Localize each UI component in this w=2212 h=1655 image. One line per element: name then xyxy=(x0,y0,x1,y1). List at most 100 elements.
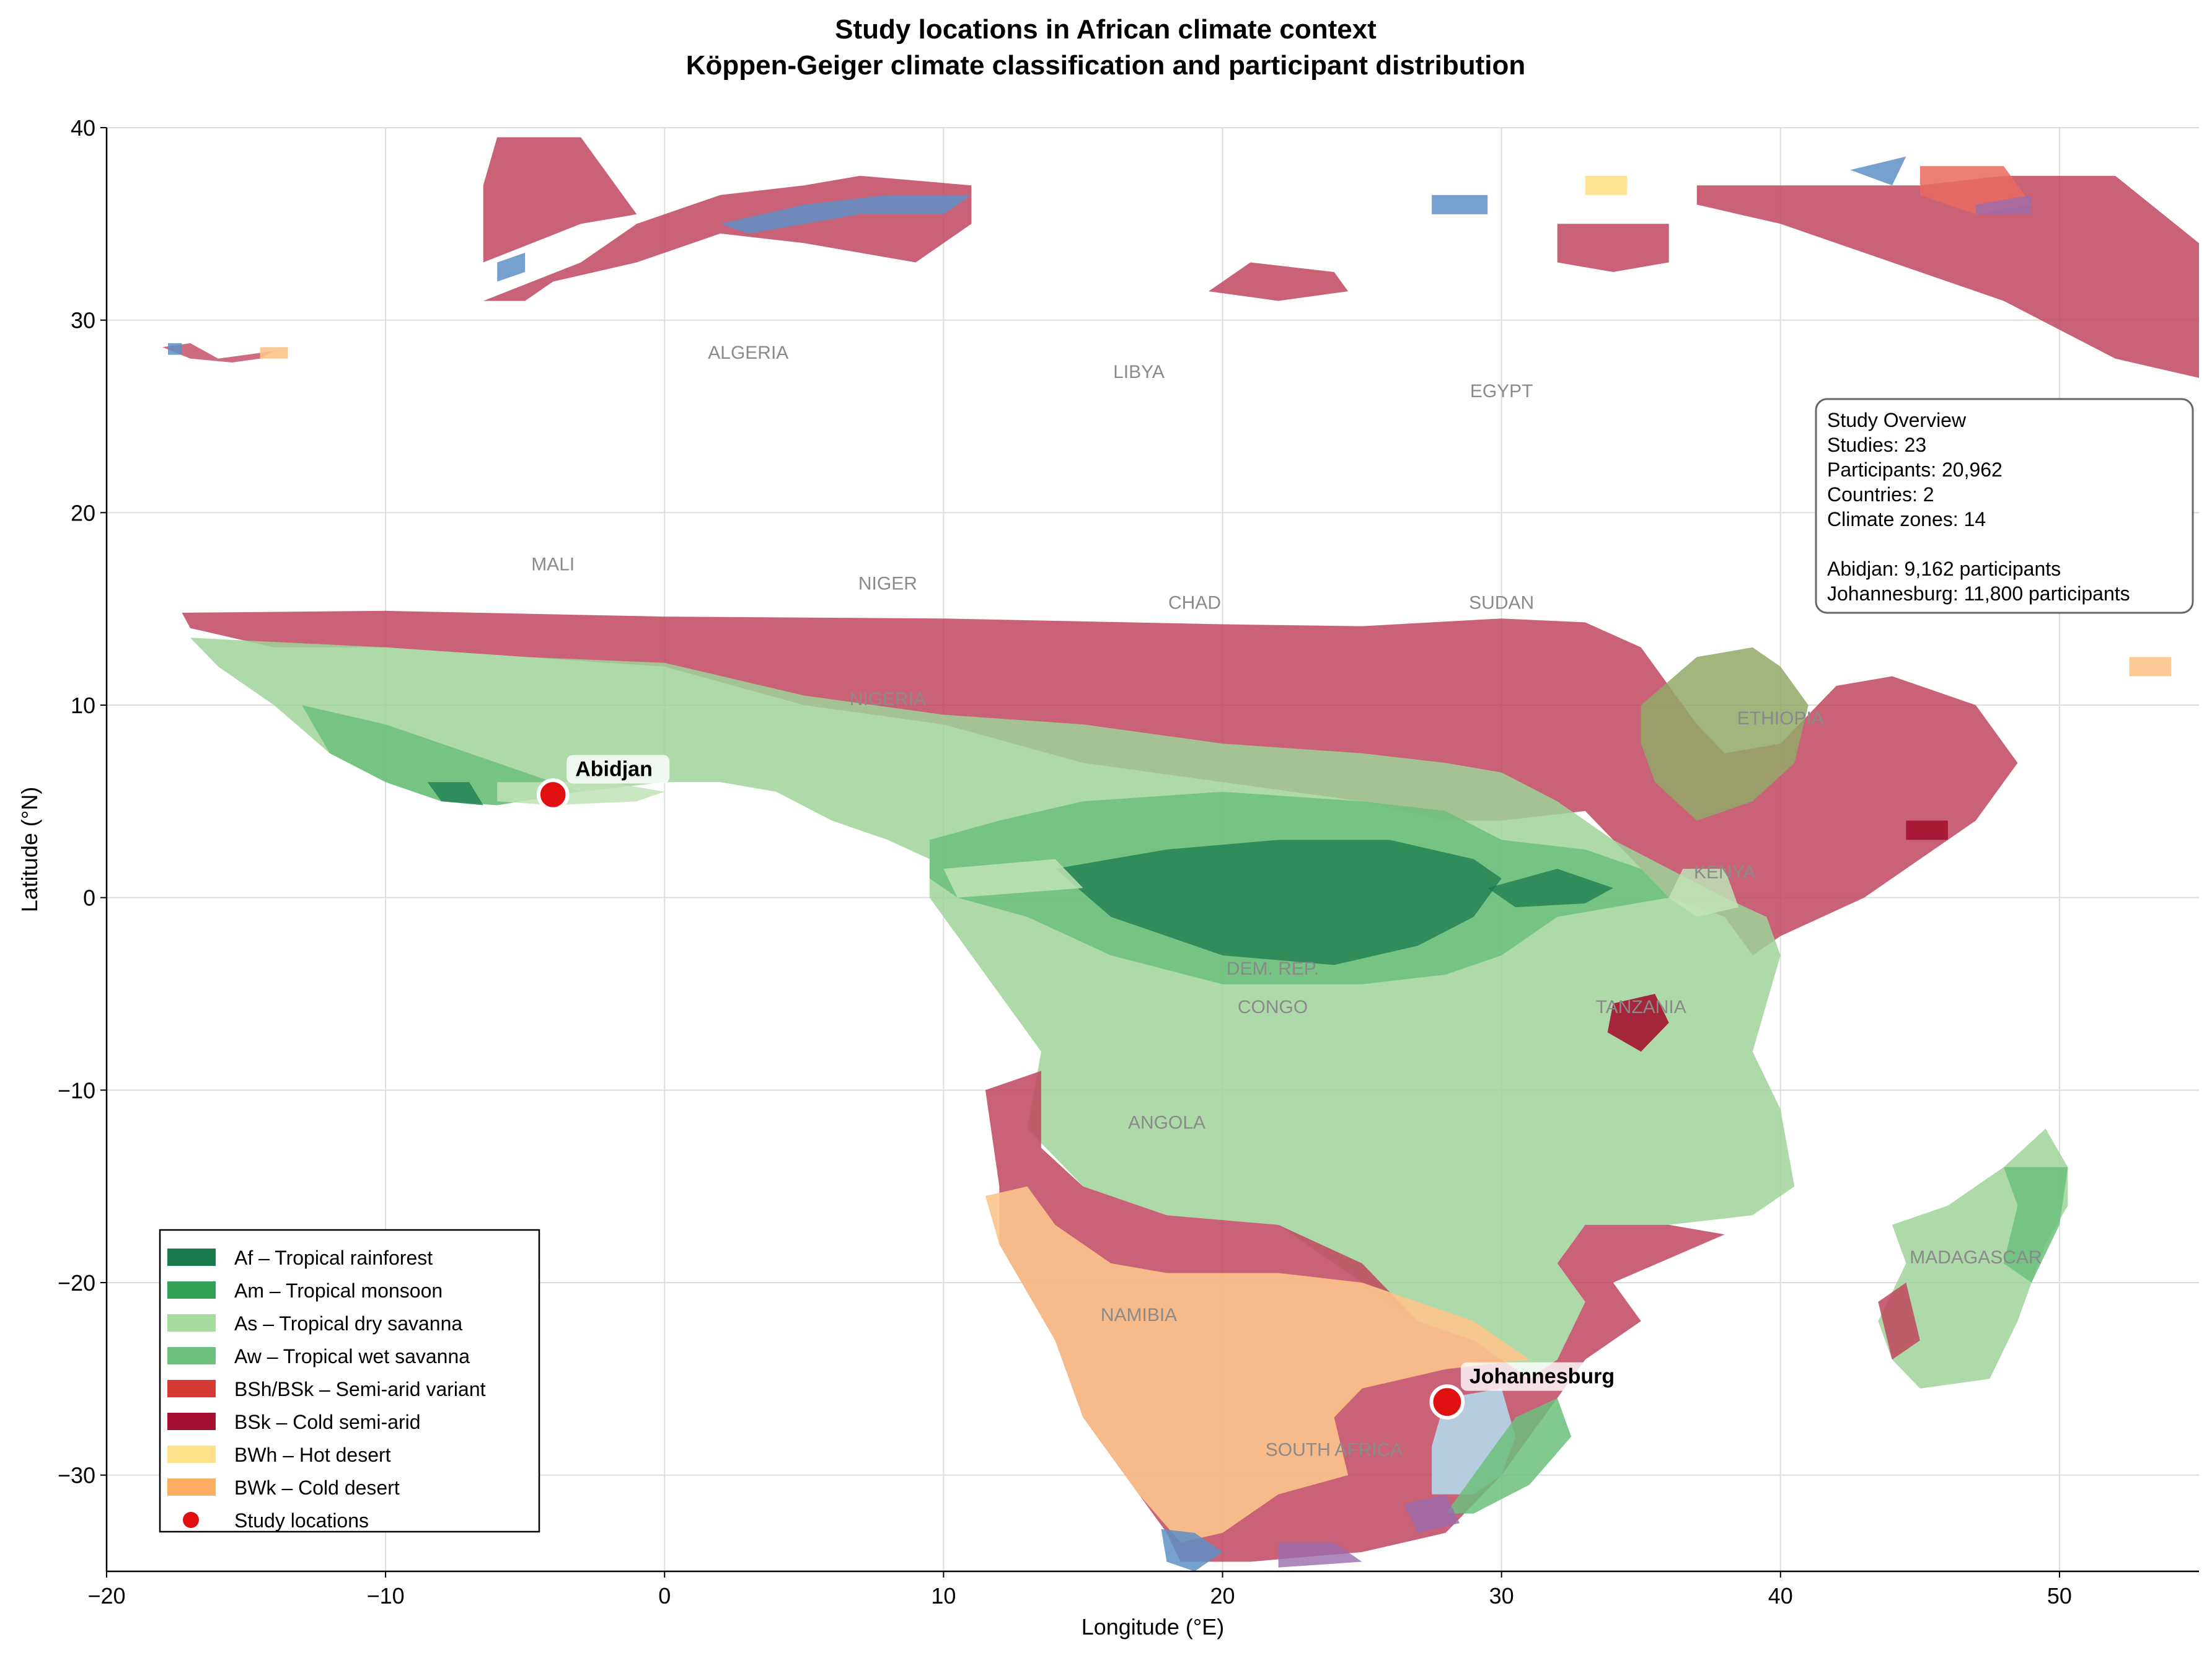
legend-label: Am – Tropical monsoon xyxy=(234,1280,443,1302)
chart-title-line-2: Köppen-Geiger climate classification and… xyxy=(686,50,1525,81)
info-box-line: Countries: 2 xyxy=(1827,483,1934,506)
zone-canary-highland xyxy=(168,343,182,355)
x-tick-label: 30 xyxy=(1489,1583,1514,1609)
study-location-markers: Abidjan Johannesburg xyxy=(536,755,1626,1420)
country-label: MALI xyxy=(531,555,575,575)
x-tick-label: −20 xyxy=(87,1583,125,1609)
chart-title-line-1: Study locations in African climate conte… xyxy=(835,14,1377,45)
info-box-line: Climate zones: 14 xyxy=(1827,508,1986,530)
y-axis-label: Latitude (°N) xyxy=(17,787,42,912)
study-location-label: Johannesburg xyxy=(1470,1365,1615,1389)
zone-levant-semi-arid xyxy=(1557,224,1669,272)
legend-swatch xyxy=(167,1380,216,1397)
country-label: MADAGASCAR xyxy=(1910,1247,2042,1268)
zone-atlas-temperate xyxy=(720,195,972,234)
info-box-line: Studies: 23 xyxy=(1827,434,1926,456)
legend-label: As – Tropical dry savanna xyxy=(234,1312,462,1335)
zone-somalia-cold-semi-arid xyxy=(1906,820,1948,840)
legend-swatch xyxy=(167,1478,216,1496)
info-box-line: Abidjan: 9,162 participants xyxy=(1827,558,2061,580)
legend-label: Aw – Tropical wet savanna xyxy=(234,1345,470,1367)
country-label: EGYPT xyxy=(1470,381,1533,402)
zone-ethiopian-highlands xyxy=(1641,647,1809,821)
legend-marker-swatch xyxy=(183,1512,199,1528)
country-label: ETHIOPIA xyxy=(1737,708,1824,729)
legend-swatch xyxy=(167,1314,216,1332)
legend-label: Af – Tropical rainforest xyxy=(234,1247,433,1269)
country-labels: ALGERIA LIBYA EGYPT MALI NIGER CHAD SUDAN NIGER… xyxy=(531,343,2042,1460)
x-tick-label: 0 xyxy=(658,1583,671,1609)
country-label: TANZANIA xyxy=(1596,997,1686,1017)
zone-tanzania-cold-semi-arid xyxy=(1607,994,1669,1052)
zone-tropical-dry-savanna-gabon xyxy=(943,859,1083,898)
country-label: ALGERIA xyxy=(708,343,788,363)
country-label: NIGERIA xyxy=(850,689,926,709)
zone-anatolia-highland xyxy=(1850,156,1906,186)
x-tick-label: 10 xyxy=(931,1583,956,1609)
info-box-line: Johannesburg: 11,800 participants xyxy=(1827,582,2130,605)
legend-label: BSk – Cold semi-arid xyxy=(234,1411,421,1433)
y-tick-label: 10 xyxy=(71,693,95,718)
zone-tropical-wet-savanna-west xyxy=(302,705,581,806)
legend-swatch xyxy=(167,1446,216,1463)
study-location-marker xyxy=(1429,1384,1465,1420)
country-label: KENYA xyxy=(1694,863,1755,883)
zone-middle-east-semi-arid xyxy=(1696,175,2199,378)
country-label: NAMIBIA xyxy=(1101,1305,1177,1325)
y-tick-label: −30 xyxy=(58,1463,95,1488)
y-tick-label: −10 xyxy=(58,1078,95,1103)
country-label: SOUTH AFRICA xyxy=(1266,1440,1403,1460)
zone-madagascar-east-wet xyxy=(2003,1167,2068,1283)
zone-morocco-north xyxy=(483,137,637,263)
x-axis-label: Longitude (°E) xyxy=(1082,1614,1225,1640)
legend-label: BWh – Hot desert xyxy=(234,1444,391,1466)
legend-swatch xyxy=(167,1413,216,1430)
country-label: SUDAN xyxy=(1469,593,1534,613)
zone-natal-coast-savanna xyxy=(1445,1398,1572,1514)
zone-cyrenaica-semi-arid xyxy=(1209,262,1349,301)
country-label: ANGOLA xyxy=(1128,1112,1205,1133)
axis-ticks: −20 −10 0 10 20 30 40 50 −30 −20 −10 0 10 20 30 40 xyxy=(58,115,2072,1609)
zone-cape-south-coast xyxy=(1278,1542,1362,1568)
x-tick-label: 20 xyxy=(1210,1583,1235,1609)
zone-namib-kalahari-cold-desert xyxy=(985,1186,1530,1543)
study-overview-box: Study Overview Studies: 23 Participants: 2… xyxy=(1815,398,2194,614)
study-location-label: Abidjan xyxy=(575,757,653,781)
zone-iran-highland xyxy=(1975,195,2032,214)
legend-swatch xyxy=(167,1249,216,1266)
legend: Af – Tropical rainforest Am – Tropical mo… xyxy=(159,1229,540,1533)
country-label: DEM. REP. xyxy=(1227,959,1320,979)
zone-eastern-cape-patch xyxy=(1404,1494,1460,1533)
info-box-line: Study Overview xyxy=(1827,409,1967,431)
x-tick-label: 50 xyxy=(2047,1583,2072,1609)
study-location-label-box xyxy=(566,755,670,784)
legend-frame xyxy=(159,1229,540,1533)
zone-tropical-rainforest-congo xyxy=(1055,840,1502,965)
zone-sahel-semi-arid xyxy=(182,610,2018,955)
zone-cape-mediterranean xyxy=(1161,1529,1223,1571)
country-label: NIGER xyxy=(858,574,917,594)
zone-morocco-highland xyxy=(497,252,526,282)
legend-label: BWk – Cold desert xyxy=(234,1477,400,1499)
zone-kenya-highlands xyxy=(1668,869,1739,917)
info-box-line: Participants: 20,962 xyxy=(1827,459,2003,481)
x-tick-label: 40 xyxy=(1768,1583,1793,1609)
y-tick-label: 20 xyxy=(71,500,95,525)
y-tick-label: 30 xyxy=(71,308,95,333)
legend-label: BSh/BSk – Semi-arid variant xyxy=(234,1378,486,1400)
zone-cyprus-hot-desert xyxy=(1585,175,1628,195)
zone-socotra-cold-desert xyxy=(2129,657,2171,677)
study-location-marker xyxy=(536,778,570,811)
legend-swatch xyxy=(167,1347,216,1364)
zone-madagascar-southwest-semi-arid xyxy=(1878,1283,1920,1360)
y-tick-label: −20 xyxy=(58,1270,95,1296)
x-tick-label: −10 xyxy=(367,1583,405,1609)
info-box-frame xyxy=(1815,398,2194,614)
country-label: CONGO xyxy=(1238,997,1308,1017)
zone-tropical-rainforest-west xyxy=(427,782,483,806)
zone-canary-islands xyxy=(162,343,275,362)
zone-crete-temperate xyxy=(1432,195,1488,214)
country-label: LIBYA xyxy=(1113,362,1165,382)
country-label: CHAD xyxy=(1168,593,1221,613)
study-location-label-box xyxy=(1460,1362,1626,1391)
